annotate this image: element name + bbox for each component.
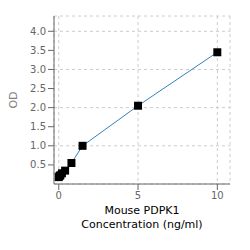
svg-text:2.0: 2.0 bbox=[30, 102, 46, 113]
svg-text:4.0: 4.0 bbox=[30, 26, 46, 37]
svg-text:3.5: 3.5 bbox=[30, 45, 46, 56]
svg-text:3.0: 3.0 bbox=[30, 64, 46, 75]
svg-text:0.5: 0.5 bbox=[30, 159, 46, 170]
svg-text:5: 5 bbox=[135, 190, 141, 201]
html-text:Mouse PDPK1 Concentration (ng/: Mouse PDPK1 Concentration (ng/ml) bbox=[81, 204, 203, 231]
svg-text:0: 0 bbox=[56, 190, 62, 201]
svg-text:1.0: 1.0 bbox=[30, 140, 46, 151]
svg-text:10: 10 bbox=[211, 190, 224, 201]
svg-text:1.5: 1.5 bbox=[30, 121, 46, 132]
svg-text:OD: OD bbox=[8, 91, 20, 108]
svg-text:2.5: 2.5 bbox=[30, 83, 46, 94]
